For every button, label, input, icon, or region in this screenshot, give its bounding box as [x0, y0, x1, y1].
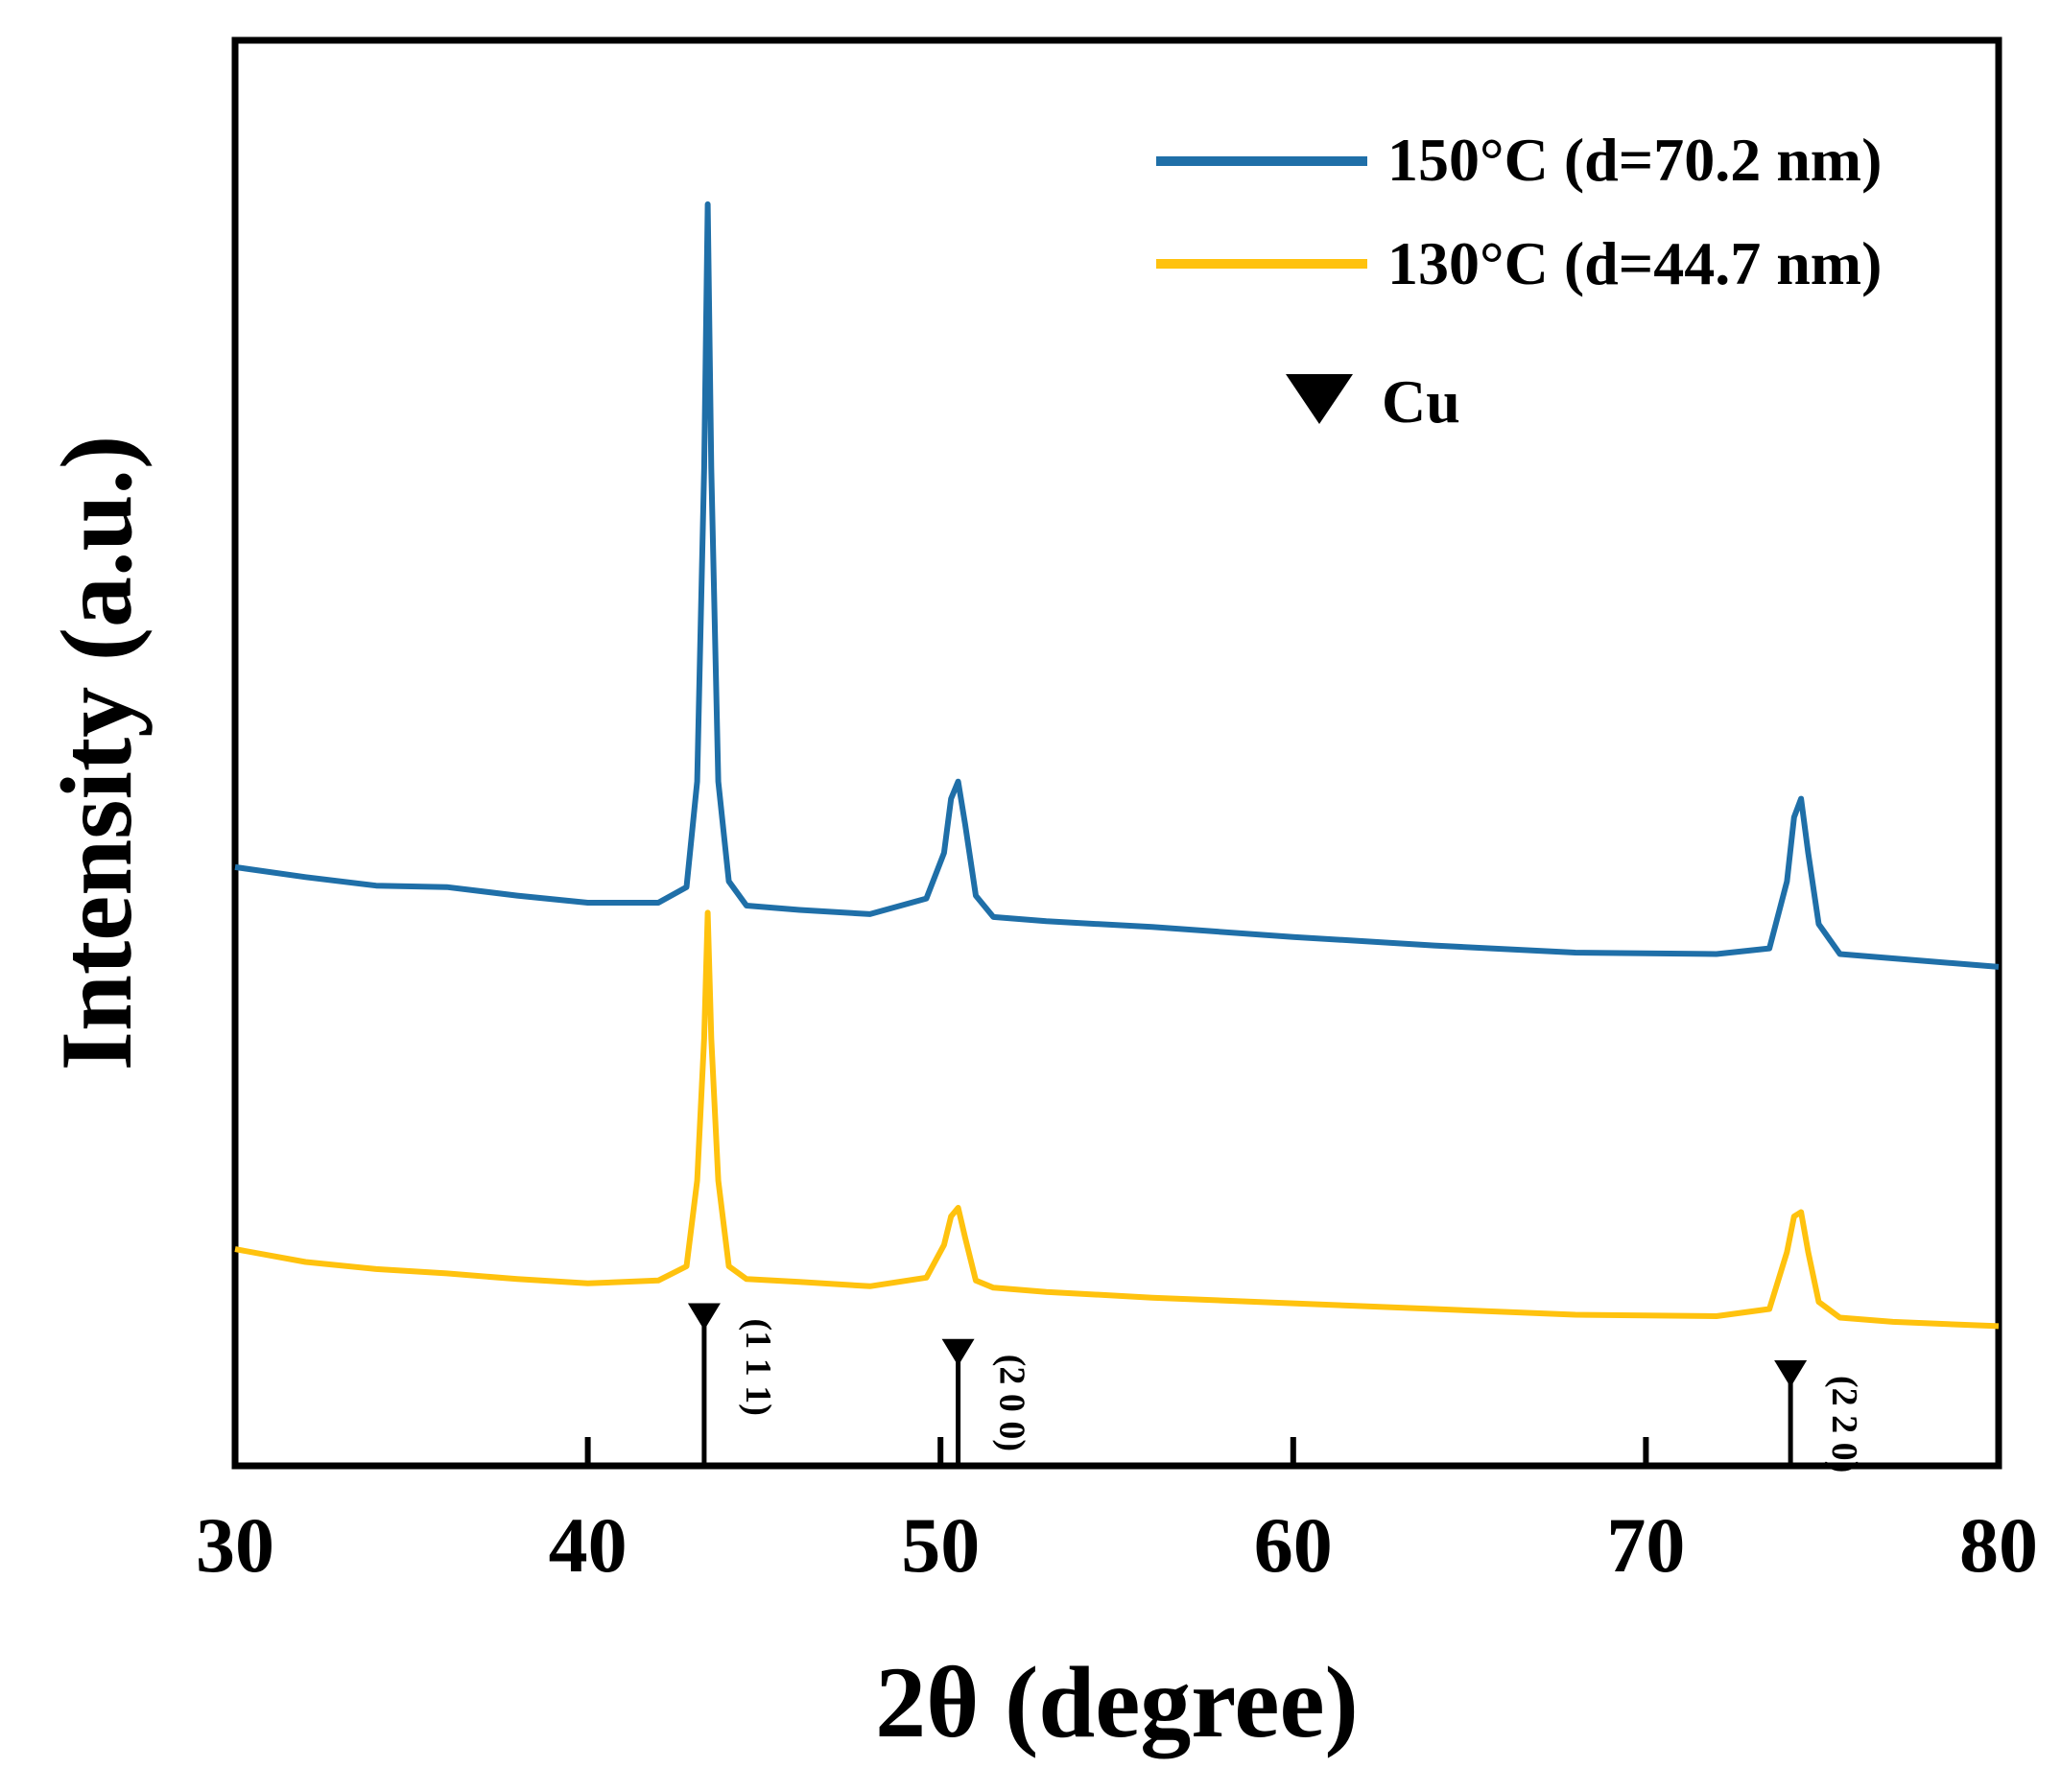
cu-peak-label-2: (2 2 0) — [1824, 1376, 1864, 1473]
cu-peak-label-0: (1 1 1) — [738, 1319, 778, 1416]
x-tick-label-70: 70 — [1606, 1501, 1685, 1589]
plot-frame — [231, 36, 2002, 1470]
series-layer — [234, 200, 2000, 1330]
x-tick-label-40: 40 — [549, 1501, 628, 1589]
x-tick-label-30: 30 — [196, 1501, 274, 1589]
cu-peak-marker-2 — [1774, 1359, 1808, 1387]
cu-reference-peaks: (1 1 1) (2 0 0) (2 2 0) — [687, 1303, 1864, 1473]
cu-peak-label-1: (2 0 0) — [992, 1355, 1032, 1451]
legend-label-150c: 150°C (d=70.2 nm) — [1387, 126, 1882, 194]
x-axis-title: 2θ (degree) — [875, 1646, 1359, 1758]
series-line-1 — [234, 909, 2000, 1330]
legend-label-130c: 130°C (d=44.7 nm) — [1387, 229, 1882, 297]
legend-cu-marker-icon — [1286, 374, 1353, 424]
x-tick-label-50: 50 — [901, 1501, 980, 1589]
cu-peak-marker-0 — [687, 1303, 721, 1331]
x-tick-label-60: 60 — [1254, 1501, 1333, 1589]
legend: 150°C (d=70.2 nm) 130°C (d=44.7 nm) Cu — [1156, 126, 1882, 436]
series-line-0 — [234, 200, 2000, 970]
x-tick-label-80: 80 — [1959, 1501, 2038, 1589]
x-axis-ticks: 30 40 50 60 70 80 — [196, 1437, 2038, 1589]
cu-peak-marker-1 — [941, 1338, 975, 1366]
legend-label-cu: Cu — [1382, 367, 1460, 436]
y-axis-title: Intensity (a.u.) — [40, 436, 153, 1072]
